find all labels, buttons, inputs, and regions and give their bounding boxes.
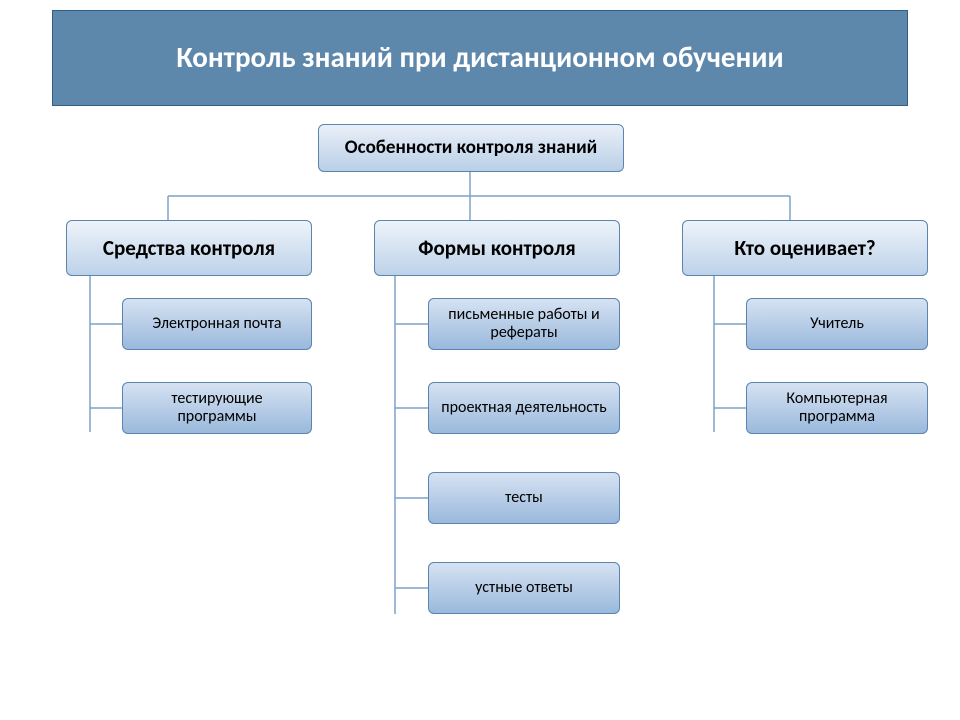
page-title: Контроль знаний при дистанционном обучен… (52, 10, 908, 106)
node-label: тестирующие программы (131, 390, 303, 427)
node-label: устные ответы (475, 579, 573, 597)
node-label: тесты (505, 489, 543, 507)
node-label: Средства контроля (103, 236, 275, 260)
node-label: проектная деятельность (441, 399, 606, 417)
node-label: Особенности контроля знаний (345, 137, 597, 159)
node-label: Электронная почта (152, 315, 281, 333)
node-branch1: Средства контроля (66, 220, 312, 276)
node-label: письменные работы и рефераты (437, 306, 611, 343)
node-branch3: Кто оценивает? (682, 220, 928, 276)
node-label: Компьютерная программа (755, 390, 919, 427)
node-b1_2: тестирующие программы (122, 382, 312, 434)
node-b3_1: Учитель (746, 298, 928, 350)
node-label: Формы контроля (418, 236, 575, 260)
node-b1_1: Электронная почта (122, 298, 312, 350)
node-b2_4: устные ответы (428, 562, 620, 614)
node-b2_2: проектная деятельность (428, 382, 620, 434)
node-b2_3: тесты (428, 472, 620, 524)
node-label: Учитель (810, 315, 864, 333)
node-root: Особенности контроля знаний (318, 124, 624, 172)
node-b2_1: письменные работы и рефераты (428, 298, 620, 350)
node-b3_2: Компьютерная программа (746, 382, 928, 434)
node-label: Кто оценивает? (734, 236, 875, 260)
page-title-text: Контроль знаний при дистанционном обучен… (176, 41, 783, 74)
node-branch2: Формы контроля (374, 220, 620, 276)
